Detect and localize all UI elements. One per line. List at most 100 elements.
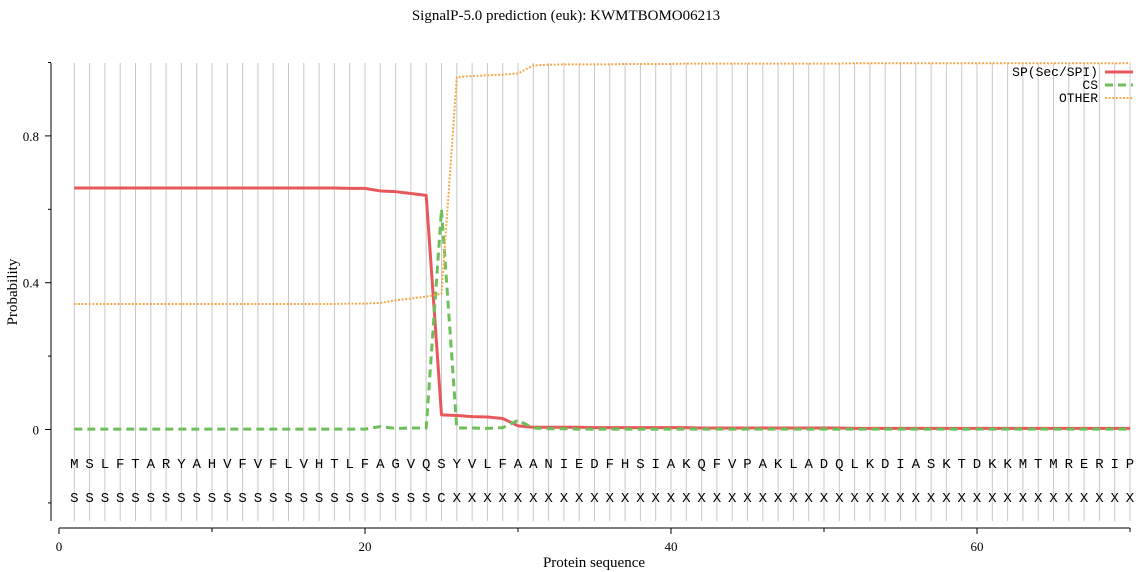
annotation-letter: X	[850, 491, 859, 507]
residue-letter: A	[912, 457, 921, 473]
annotation-letter: S	[238, 491, 246, 507]
annotation-letter: S	[85, 491, 93, 507]
residue-letter: E	[1080, 457, 1088, 473]
residue-letter: D	[820, 457, 828, 473]
annotation-letter: X	[621, 491, 630, 507]
residue-letter: L	[483, 457, 491, 473]
annotation-letter: S	[345, 491, 353, 507]
residue-letter: F	[498, 457, 506, 473]
annotation-letter: S	[361, 491, 369, 507]
residue-letter: F	[361, 457, 369, 473]
annotation-letter: X	[1095, 491, 1104, 507]
y-axis: 0 0.4 0.8	[23, 62, 52, 521]
annotation-letter: S	[208, 491, 216, 507]
residue-letter: I	[651, 457, 659, 473]
annotation-letter: X	[453, 491, 462, 507]
residue-letter: Q	[422, 457, 430, 473]
annotation-letter: X	[667, 491, 676, 507]
annotation-letter: X	[560, 491, 569, 507]
annotation-letter: X	[728, 491, 737, 507]
residue-letter: A	[192, 457, 201, 473]
annotation-letter: X	[881, 491, 890, 507]
residue-letter: F	[238, 457, 246, 473]
residue-letter: A	[529, 457, 538, 473]
residue-letter: T	[957, 457, 965, 473]
annotation-letter: S	[101, 491, 109, 507]
annotation-letter: X	[804, 491, 813, 507]
residue-letter: V	[728, 457, 737, 473]
legend-label: SP(Sec/SPI)	[1012, 65, 1098, 80]
x-tick-label: 40	[665, 539, 678, 554]
chart-title: SignalP-5.0 prediction (euk): KWMTBOMO06…	[412, 8, 720, 24]
residue-letter: N	[544, 457, 552, 473]
annotation-letter: X	[544, 491, 553, 507]
annotation-letter: S	[254, 491, 262, 507]
series-line-sp-sec-spi	[74, 186, 1130, 430]
residue-letter: I	[560, 457, 568, 473]
residue-letter: L	[284, 457, 292, 473]
x-tick-label: 60	[971, 539, 984, 554]
annotation-letter: X	[1049, 491, 1058, 507]
residue-letter: M	[1049, 457, 1057, 473]
annotation-letter: X	[682, 491, 691, 507]
residue-letter: E	[575, 457, 583, 473]
x-tick-label: 0	[56, 539, 63, 554]
residue-letter: T	[1034, 457, 1042, 473]
annotation-letter: S	[269, 491, 277, 507]
residue-letter: L	[850, 457, 858, 473]
annotation-letter: X	[1126, 491, 1135, 507]
annotation-letter: X	[1019, 491, 1028, 507]
residue-letter: K	[774, 457, 783, 473]
annotation-letter: X	[606, 491, 615, 507]
residue-letter: P	[1126, 457, 1134, 473]
residue-letter: A	[376, 457, 385, 473]
residue-letter: A	[759, 457, 768, 473]
residue-letter: D	[973, 457, 981, 473]
annotation-letter: S	[147, 491, 155, 507]
annotation-letter: X	[636, 491, 645, 507]
residue-letter: M	[70, 457, 78, 473]
annotation-letter: X	[835, 491, 844, 507]
annotation-letter: S	[422, 491, 430, 507]
annotation-letter: X	[927, 491, 936, 507]
residue-letter: R	[162, 457, 171, 473]
vertical-grid	[73, 63, 1131, 521]
annotation-letter: S	[407, 491, 415, 507]
x-axis-label: Protein sequence	[543, 555, 645, 571]
residue-letter: H	[208, 457, 216, 473]
residue-letter: L	[345, 457, 353, 473]
residue-letter: P	[743, 457, 751, 473]
residue-letter: F	[606, 457, 614, 473]
annotation-letter: S	[284, 491, 292, 507]
annotation-letter: X	[820, 491, 829, 507]
y-axis-label: Probability	[5, 258, 21, 325]
residue-letter: V	[407, 457, 416, 473]
residue-letter: I	[896, 457, 904, 473]
annotation-letter: X	[866, 491, 875, 507]
residue-letter: V	[223, 457, 232, 473]
residue-letter: A	[514, 457, 523, 473]
residue-letter: A	[667, 457, 676, 473]
residue-letter: D	[881, 457, 889, 473]
annotation-letter: C	[437, 491, 445, 507]
residue-letter: K	[1003, 457, 1012, 473]
residue-letter: K	[682, 457, 691, 473]
annotation-letter: X	[1065, 491, 1074, 507]
x-axis: 0 20 40 60	[56, 527, 1131, 554]
annotation-letter: X	[1110, 491, 1119, 507]
residue-letter: M	[1019, 457, 1027, 473]
annotation-letter: X	[529, 491, 538, 507]
residue-letter: G	[391, 457, 399, 473]
legend-label: OTHER	[1059, 91, 1098, 106]
residue-letter: S	[636, 457, 644, 473]
annotation-letter: X	[713, 491, 722, 507]
annotation-letter: X	[973, 491, 982, 507]
annotation-letter: X	[483, 491, 492, 507]
residue-letter: T	[330, 457, 338, 473]
annotation-letter: X	[759, 491, 768, 507]
residue-letter: K	[942, 457, 951, 473]
residue-letter: V	[254, 457, 263, 473]
annotation-letter: X	[912, 491, 921, 507]
